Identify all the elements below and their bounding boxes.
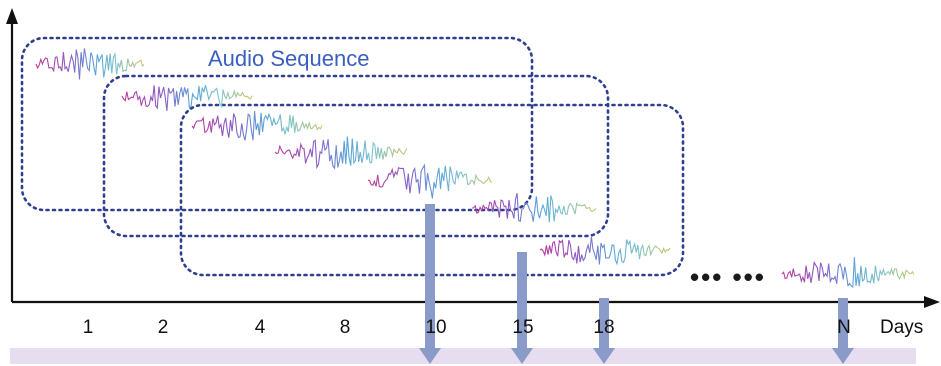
x-axis-unit-label: Days <box>880 317 923 338</box>
waveform-day-N <box>781 257 915 288</box>
tick-day-10: 10 <box>425 317 446 338</box>
prediction-arrow-day-N <box>832 298 854 364</box>
tick-day-N: N <box>837 317 851 338</box>
tick-day-8: 8 <box>340 317 351 338</box>
timeline-band <box>10 348 916 364</box>
sequence-window-2 <box>102 74 610 238</box>
waveform-day-18 <box>539 236 671 266</box>
waveform-day-2 <box>121 84 253 111</box>
prediction-arrows <box>419 204 854 364</box>
prediction-arrow-day-18 <box>593 298 615 364</box>
y-axis-arrowhead <box>6 8 18 24</box>
tick-day-15: 15 <box>512 317 533 338</box>
sequence-window-3 <box>179 103 685 277</box>
waveform-day-8 <box>274 136 408 170</box>
waveform-day-1 <box>35 48 145 80</box>
x-axis-arrowhead <box>924 296 940 308</box>
waveform-day-10 <box>367 163 493 199</box>
prediction-arrow-day-15 <box>511 252 533 364</box>
tick-day-2: 2 <box>158 317 169 338</box>
ellipsis: ••• ••• <box>690 262 766 292</box>
tick-day-1: 1 <box>83 317 94 338</box>
tick-day-4: 4 <box>255 317 266 338</box>
waveform-day-15 <box>471 192 597 223</box>
diagram-title: Audio Sequence <box>208 46 369 71</box>
waveform-day-4 <box>191 110 323 141</box>
waveforms <box>35 48 915 288</box>
tick-day-18: 18 <box>593 317 614 338</box>
sequence-window-1 <box>20 36 534 212</box>
prediction-arrow-day-10 <box>419 204 441 364</box>
